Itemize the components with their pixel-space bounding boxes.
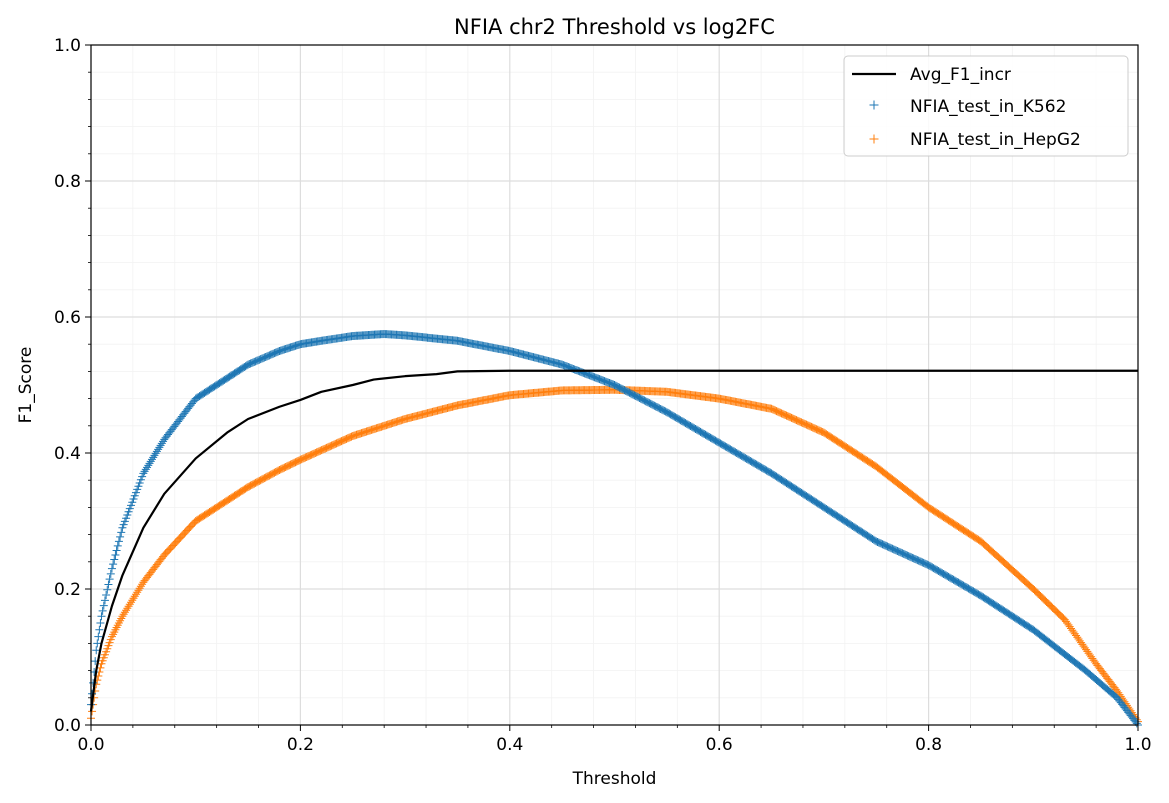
data-point [114, 537, 123, 546]
data-point [136, 475, 145, 484]
data-point [130, 491, 139, 500]
y-tick-label: 0.6 [54, 308, 81, 328]
data-point [94, 632, 103, 641]
data-point [113, 541, 122, 550]
data-point [129, 495, 138, 503]
data-point [118, 523, 127, 532]
data-point [111, 551, 120, 559]
x-tick-label: 0.4 [496, 735, 523, 755]
data-point [104, 580, 113, 589]
data-point [117, 528, 126, 537]
ticks-layer: 0.00.0 0.2 0.2 0.4 0.4 0.6 0.6 0.8 0.8 1.0 1.0 [54, 36, 1152, 755]
series-layer [87, 330, 1142, 729]
plot-frame [90, 44, 1139, 726]
data-point [112, 546, 121, 555]
data-point [92, 646, 101, 655]
legend-label-hepg2: NFIA_test_in_HepG2 [910, 130, 1081, 150]
data-point [116, 532, 125, 541]
data-point [133, 485, 142, 494]
data-point [127, 501, 136, 510]
y-tick-label: 0.0 [54, 716, 81, 736]
data-point [107, 564, 116, 573]
y-axis-label: F1_Score [16, 347, 36, 424]
data-point [124, 507, 133, 516]
legend-k562-swatch [869, 100, 879, 110]
data-point [123, 511, 132, 519]
series-NFIA_test_in_HepG2 [87, 385, 1142, 726]
legend: Avg_F1_incr NFIA_test_in_K562 NFIA_test_… [843, 55, 1129, 157]
data-point [131, 488, 140, 497]
x-axis-label: Threshold [572, 769, 657, 789]
data-point [1132, 719, 1141, 728]
y-tick-label: 1.0 [54, 36, 81, 56]
x-tick-label: 1.0 [1124, 735, 1151, 755]
data-point [99, 601, 108, 610]
legend-label-k562: NFIA_test_in_K562 [910, 97, 1066, 117]
data-point [120, 517, 129, 526]
data-point [95, 625, 104, 634]
data-point [100, 596, 109, 605]
data-point [128, 498, 137, 507]
data-point [134, 482, 143, 491]
data-point [125, 504, 134, 513]
legend-hepg2-swatch [869, 134, 879, 144]
data-point [138, 472, 147, 481]
y-tick-label: 0.4 [54, 444, 81, 464]
legend-label-avg: Avg_F1_incr [910, 65, 1011, 85]
data-point [102, 591, 111, 600]
data-point [109, 560, 118, 569]
legend-box [843, 55, 1129, 157]
data-point [97, 612, 106, 621]
y-tick-label: 0.2 [54, 580, 81, 600]
y-tick-label: 0.8 [54, 172, 81, 192]
data-point [135, 479, 144, 487]
data-point [105, 575, 114, 584]
series-NFIA_test_in_K562 [87, 330, 1142, 729]
x-tick-label: 0.6 [706, 735, 733, 755]
x-tick-label: 0.8 [915, 735, 942, 755]
data-point [106, 569, 115, 578]
chart-title: NFIA chr2 Threshold vs log2FC [454, 15, 775, 39]
x-tick-label: 0.2 [287, 735, 314, 755]
x-tick-label: 0.0 [77, 735, 104, 755]
data-point [119, 520, 128, 529]
series-line-Avg_F1_incr [89, 369, 1138, 712]
data-point [93, 639, 102, 648]
data-point [96, 619, 105, 627]
data-point [103, 585, 112, 594]
data-point [98, 606, 107, 615]
data-point [110, 555, 119, 564]
data-point [122, 514, 131, 523]
